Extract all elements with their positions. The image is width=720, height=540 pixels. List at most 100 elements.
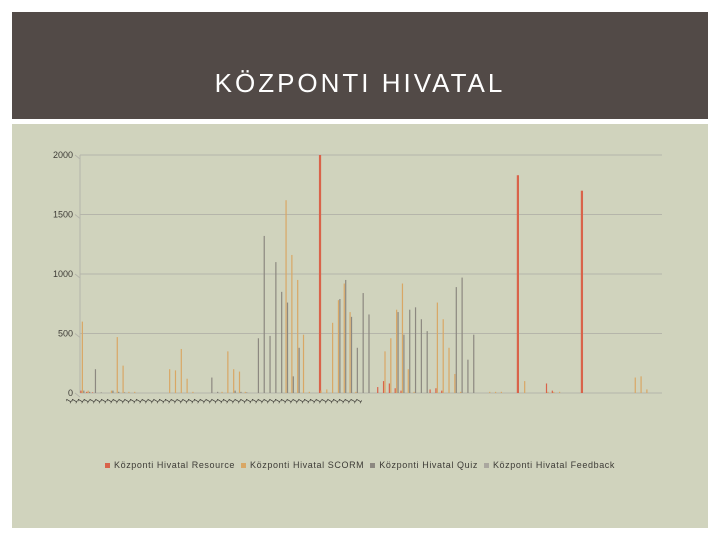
bar — [234, 390, 236, 393]
bar — [524, 381, 526, 393]
bar — [110, 390, 113, 393]
bar — [454, 373, 456, 393]
x-tick-label: 1 — [319, 396, 329, 405]
bar — [298, 347, 300, 393]
x-tick-label: 1 — [197, 396, 207, 405]
gridline-perspective — [74, 333, 81, 338]
bar — [89, 391, 91, 393]
bar — [413, 391, 415, 393]
bar — [420, 319, 422, 393]
legend-swatch — [370, 462, 376, 468]
bar — [118, 391, 120, 393]
bar — [377, 387, 379, 393]
legend-label: Központi Hivatal Resource — [113, 460, 236, 470]
bar — [368, 314, 370, 393]
slide-title: KÖZPONTI HIVATAL — [214, 68, 506, 98]
bar — [400, 390, 402, 393]
bar — [116, 337, 118, 393]
bar — [455, 287, 457, 393]
x-tick-label: 1 — [203, 396, 213, 405]
x-tick-label: 1 — [93, 396, 103, 405]
gridline-perspective — [74, 214, 81, 219]
bar — [134, 391, 136, 393]
bar — [396, 309, 398, 393]
y-tick-label: 1000 — [53, 269, 73, 279]
x-tick-label: 1 — [313, 396, 323, 405]
x-tick-label: 1 — [134, 396, 144, 405]
bar — [448, 347, 450, 393]
x-tick-label: 1 — [302, 396, 312, 405]
x-tick-label: 1 — [342, 396, 352, 405]
bar — [211, 377, 213, 393]
bar — [83, 390, 85, 393]
bar — [318, 155, 322, 393]
bar — [435, 388, 437, 393]
bar — [394, 388, 396, 393]
x-tick-label: 1 — [70, 396, 80, 405]
bar — [350, 316, 353, 393]
x-tick-label: 1 — [180, 396, 190, 405]
title-bar: KÖZPONTI HIVATAL — [12, 12, 708, 119]
bar — [397, 312, 399, 393]
bar — [489, 391, 491, 393]
x-tick-label: 1 — [139, 396, 149, 405]
chart-legend: Központi Hivatal Resource Központi Hivata… — [0, 460, 720, 470]
x-tick-label: 1 — [87, 396, 97, 405]
bar — [551, 390, 553, 393]
bar — [186, 378, 188, 393]
x-tick-label: 1 — [151, 396, 161, 405]
legend-label: Központi Hivatal SCORM — [250, 460, 365, 470]
x-tick-label: 1 — [192, 396, 202, 405]
bar — [94, 369, 97, 393]
bar — [494, 391, 497, 393]
bar — [87, 390, 89, 393]
x-tick-label: 1 — [110, 396, 120, 405]
legend-item: Központi Hivatal Feedback — [483, 460, 615, 470]
x-tick-label: 1 — [128, 396, 138, 405]
x-tick-label: 1 — [296, 396, 306, 405]
y-tick-label: 500 — [58, 329, 73, 339]
x-tick-label: 1 — [157, 396, 167, 405]
legend-item: Központi Hivatal Resource — [104, 460, 236, 470]
bar — [180, 348, 182, 393]
bar — [558, 391, 561, 393]
x-tick-label: 1 — [168, 396, 178, 405]
bar — [80, 390, 82, 393]
bar — [308, 391, 310, 393]
x-tick-label: 1 — [215, 396, 225, 405]
chart-panel — [12, 124, 708, 528]
x-tick-label: 1 — [337, 396, 347, 405]
legend-swatch — [483, 462, 489, 468]
bar — [297, 279, 299, 393]
bar — [246, 392, 248, 393]
bar — [291, 254, 293, 393]
y-tick-label: 0 — [68, 388, 73, 398]
bar — [343, 283, 345, 393]
x-tick-label: 1 — [308, 396, 318, 405]
bar — [382, 381, 385, 393]
bar — [233, 369, 235, 393]
x-tick-label: 1 — [105, 396, 115, 405]
bar — [500, 391, 502, 393]
x-tick-label: 1 — [64, 396, 74, 405]
bar — [275, 262, 277, 393]
x-tick-label: 1 — [145, 396, 155, 405]
x-tick-label: 1 — [348, 396, 358, 405]
x-tick-label: 1 — [261, 396, 271, 405]
x-tick-label: 1 — [209, 396, 219, 405]
bar — [547, 391, 549, 393]
bar — [553, 391, 555, 393]
bar — [332, 322, 334, 393]
bar — [339, 298, 341, 393]
bar — [388, 383, 390, 393]
x-tick-label: 1 — [273, 396, 283, 405]
bar — [240, 391, 242, 393]
x-tick-label: 1 — [76, 396, 86, 405]
gridline-perspective — [74, 392, 81, 398]
x-tick-label: 1 — [99, 396, 109, 405]
bar — [384, 351, 386, 393]
bar — [634, 377, 636, 393]
x-tick-label: 1 — [232, 396, 242, 405]
bar — [403, 334, 405, 393]
